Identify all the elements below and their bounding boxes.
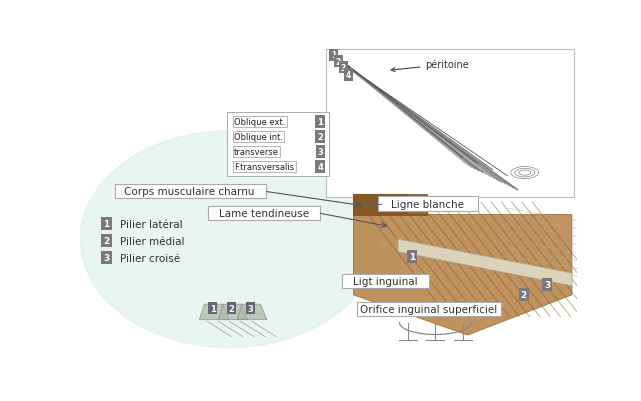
FancyBboxPatch shape <box>378 197 478 211</box>
Text: transverse: transverse <box>234 148 279 157</box>
Text: Lame tendineuse: Lame tendineuse <box>219 209 309 218</box>
Text: Orifice inguinal superficiel: Orifice inguinal superficiel <box>360 304 497 314</box>
FancyBboxPatch shape <box>342 274 429 288</box>
Text: 1: 1 <box>409 252 415 261</box>
Text: 3: 3 <box>247 304 253 313</box>
FancyBboxPatch shape <box>357 302 501 316</box>
Polygon shape <box>353 195 572 335</box>
Text: 3: 3 <box>544 280 550 289</box>
Ellipse shape <box>80 132 378 348</box>
Polygon shape <box>199 304 229 320</box>
Text: 2: 2 <box>103 237 110 245</box>
Text: 1: 1 <box>103 220 110 229</box>
Text: 1: 1 <box>317 117 323 127</box>
Polygon shape <box>237 304 267 320</box>
Text: 4: 4 <box>345 71 351 80</box>
FancyBboxPatch shape <box>115 184 267 199</box>
Text: péritoine: péritoine <box>391 60 469 72</box>
Text: 3: 3 <box>103 253 110 263</box>
Text: Oblique ext.: Oblique ext. <box>234 117 285 127</box>
Text: 3: 3 <box>317 148 323 157</box>
Text: 2: 2 <box>520 291 527 300</box>
Text: F.transversalis: F.transversalis <box>234 163 294 172</box>
Polygon shape <box>353 195 428 217</box>
Text: 1: 1 <box>210 304 216 313</box>
Text: Pilier latéral: Pilier latéral <box>120 219 183 229</box>
FancyBboxPatch shape <box>326 50 574 198</box>
Text: 4: 4 <box>317 163 323 172</box>
Text: 2: 2 <box>317 133 323 142</box>
Text: Pilier croisé: Pilier croisé <box>120 253 180 263</box>
Text: 2: 2 <box>229 304 235 313</box>
Text: 1: 1 <box>331 51 336 60</box>
Text: Corps musculaire charnu: Corps musculaire charnu <box>124 187 254 196</box>
Text: Pilier médial: Pilier médial <box>120 236 185 246</box>
Text: Ligt inguinal: Ligt inguinal <box>353 276 418 286</box>
Polygon shape <box>398 239 572 286</box>
Polygon shape <box>218 304 248 320</box>
Text: Ligne blanche: Ligne blanche <box>392 199 464 209</box>
Text: 3: 3 <box>341 64 346 73</box>
Text: 2: 2 <box>336 57 341 67</box>
Text: Oblique int.: Oblique int. <box>234 133 283 142</box>
FancyBboxPatch shape <box>227 113 328 176</box>
FancyBboxPatch shape <box>208 207 320 220</box>
